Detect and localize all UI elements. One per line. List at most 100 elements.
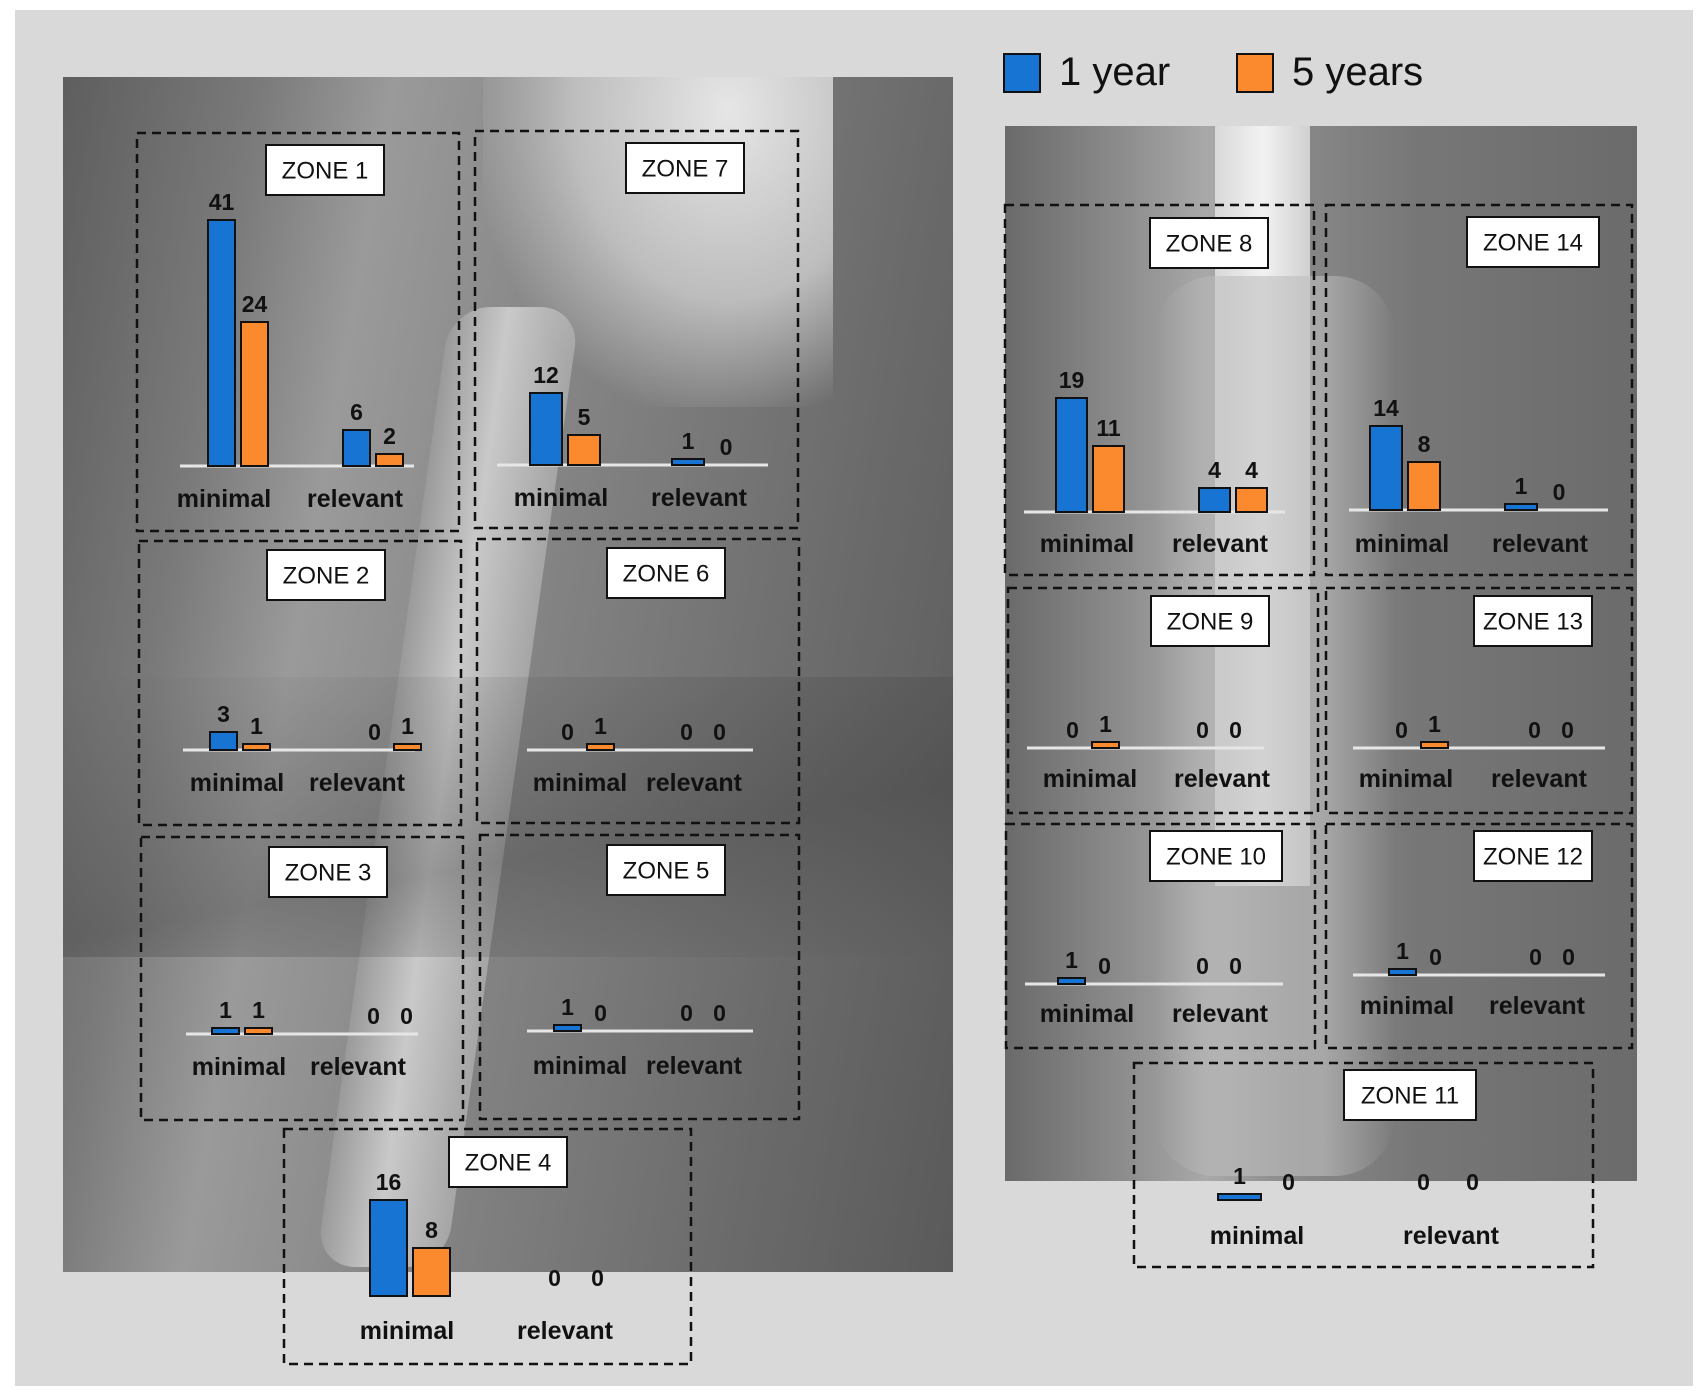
zone-14-value-relevant-1-year: 1 (1515, 473, 1528, 499)
zone-14-value-minimal-1-year: 14 (1373, 395, 1399, 421)
zone-7-value-relevant-1-year: 1 (682, 428, 695, 454)
zone-3-value-minimal-5-years: 1 (252, 997, 265, 1023)
zone-7-label-box (625, 142, 745, 194)
zone-11-value-minimal-5-years: 0 (1282, 1169, 1295, 1195)
zone-7-value-relevant-5-years: 0 (720, 434, 733, 460)
zone-14-label-box (1466, 216, 1600, 268)
zone-11-chart: ZONE 11 1 0 minimal 0 0 relevant (1132, 1061, 1595, 1269)
zone-7-chart: ZONE 7 12 5 minimal 1 0 relevant (473, 129, 800, 530)
zone-12-value-relevant-1-year: 0 (1529, 944, 1542, 970)
zone-12-value-relevant-5-years: 0 (1562, 944, 1575, 970)
zone-10-value-relevant-5-years: 0 (1229, 953, 1242, 979)
zone-1-bar-minimal-5-years (240, 321, 269, 467)
zone-10-value-minimal-1-year: 1 (1065, 947, 1078, 973)
zone-4-label: ZONE 4 (465, 1149, 552, 1176)
zone-13-category-relevant: relevant (1491, 765, 1588, 793)
zone-2-value-relevant-1-year: 0 (368, 719, 381, 745)
zone-9-category-minimal: minimal (1043, 765, 1137, 793)
zone-2-value-minimal-5-years: 1 (250, 713, 263, 739)
zone-8-value-relevant-5-years: 4 (1245, 457, 1258, 483)
zone-10-label-box (1149, 830, 1283, 882)
zone-3-label-box (268, 846, 388, 898)
zone-9-value-relevant-5-years: 0 (1229, 717, 1242, 743)
zone-14-value-minimal-5-years: 8 (1418, 431, 1431, 457)
zone-4-category-relevant: relevant (517, 1317, 614, 1345)
zone-1-category-relevant: relevant (307, 485, 404, 513)
zone-10-label: ZONE 10 (1166, 843, 1266, 870)
zone-2-category-relevant: relevant (309, 769, 406, 797)
zone-7-bar-relevant-1-year (671, 458, 705, 466)
zone-14-category-relevant: relevant (1492, 530, 1589, 558)
zone-3-box (139, 835, 465, 1122)
zone-3-label: ZONE 3 (285, 859, 372, 886)
zone-5-category-relevant: relevant (646, 1052, 743, 1080)
zone-14-bar-minimal-1-year (1369, 425, 1403, 511)
zone-13-bar-minimal-5-years (1420, 741, 1449, 749)
zone-11-label: ZONE 11 (1361, 1082, 1459, 1109)
zone-12-category-minimal: minimal (1360, 992, 1454, 1020)
zone-5-label-box (606, 844, 726, 896)
zone-9-value-minimal-1-year: 0 (1066, 717, 1079, 743)
zone-11-value-relevant-1-year: 0 (1417, 1169, 1430, 1195)
zone-8-label-box (1149, 217, 1269, 269)
zone-12-label: ZONE 12 (1483, 843, 1583, 870)
zone-2-value-relevant-5-years: 1 (401, 713, 414, 739)
zone-13-label: ZONE 13 (1483, 608, 1583, 635)
zone-12-category-relevant: relevant (1489, 992, 1586, 1020)
zone-6-category-minimal: minimal (533, 769, 627, 797)
zone-14-chart: ZONE 14 14 8 minimal 1 0 relevant (1324, 203, 1634, 577)
zone-1-category-minimal: minimal (177, 485, 271, 513)
zone-10-value-relevant-1-year: 0 (1196, 953, 1209, 979)
zone-5-value-relevant-5-years: 0 (713, 1000, 726, 1026)
zone-9-label: ZONE 9 (1167, 608, 1254, 635)
legend: 1 year 5 years (1003, 50, 1463, 110)
zone-1-bar-relevant-5-years (375, 453, 404, 467)
zone-4-value-relevant-1-year: 0 (548, 1265, 561, 1291)
zone-13-box (1324, 586, 1634, 815)
zone-2-bar-minimal-1-year (209, 731, 238, 751)
zone-2-box (137, 539, 463, 827)
zone-1-bar-relevant-1-year (342, 429, 371, 467)
zone-5-label: ZONE 5 (623, 857, 710, 884)
zone-8-bar-relevant-5-years (1235, 487, 1268, 513)
zone-2-label-box (266, 549, 386, 601)
zone-8-category-minimal: minimal (1040, 530, 1134, 558)
legend-label-1-year: 1 year (1059, 50, 1171, 94)
zone-6-value-relevant-5-years: 0 (713, 719, 726, 745)
zone-9-bar-minimal-5-years (1091, 741, 1120, 749)
zone-3-value-relevant-1-year: 0 (367, 1003, 380, 1029)
zone-5-bar-minimal-1-year (553, 1024, 582, 1032)
zone-7-value-minimal-1-year: 12 (533, 362, 559, 388)
zone-13-value-relevant-1-year: 0 (1528, 717, 1541, 743)
legend-swatch-1-year (1003, 52, 1041, 93)
zone-11-box (1132, 1061, 1595, 1269)
zone-3-category-minimal: minimal (192, 1053, 286, 1081)
zone-2-label: ZONE 2 (283, 562, 370, 589)
zone-13-value-minimal-5-years: 1 (1428, 711, 1441, 737)
zone-7-value-minimal-5-years: 5 (578, 404, 591, 430)
zone-7-category-relevant: relevant (651, 484, 748, 512)
zone-6-category-relevant: relevant (646, 769, 743, 797)
zone-2-category-minimal: minimal (190, 769, 284, 797)
zone-13-category-minimal: minimal (1359, 765, 1453, 793)
zone-1-chart: ZONE 1 41 24 minimal 62 relevant (135, 131, 461, 533)
zone-8-value-minimal-5-years: 11 (1096, 415, 1121, 441)
zone-11-label-box (1343, 1069, 1477, 1121)
zone-10-category-minimal: minimal (1040, 1000, 1134, 1028)
zone-2-bar-minimal-5-years (242, 743, 271, 751)
zone-12-value-minimal-5-years: 0 (1429, 944, 1442, 970)
zone-8-bar-relevant-1-year (1198, 487, 1231, 513)
zone-1-value-minimal-1-year: 41 (209, 189, 235, 215)
zone-11-bar-minimal-1-year (1217, 1193, 1262, 1201)
zone-1-bar-minimal-1-year (207, 219, 236, 467)
zone-5-value-relevant-1-year: 0 (680, 1000, 693, 1026)
legend-label-5-years: 5 years (1292, 50, 1424, 94)
zone-9-label-box (1150, 595, 1270, 647)
zone-1-value-minimal-5-years: 24 (242, 291, 268, 317)
zone-6-bar-minimal-5-years (586, 743, 615, 751)
zone-13-value-minimal-1-year: 0 (1395, 717, 1408, 743)
